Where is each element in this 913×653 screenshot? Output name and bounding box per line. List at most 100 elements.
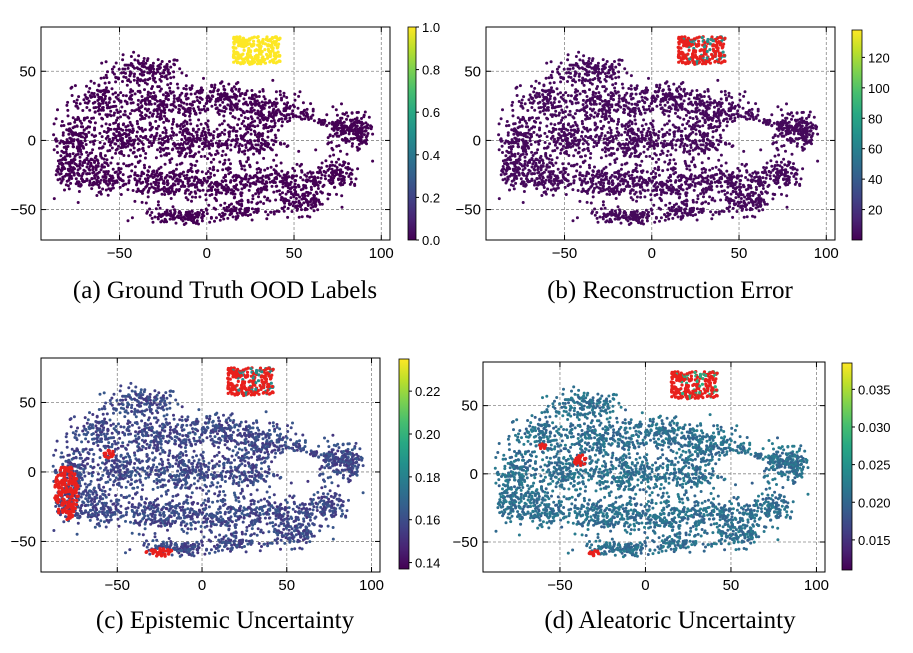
- data-point: [275, 111, 279, 115]
- data-point: [97, 146, 101, 150]
- data-point: [518, 120, 522, 124]
- data-point: [641, 105, 645, 109]
- data-point: [268, 112, 271, 116]
- data-point: [241, 136, 245, 139]
- data-point: [83, 93, 87, 97]
- data-point: [334, 108, 338, 112]
- data-point: [667, 87, 671, 91]
- data-point: [85, 84, 88, 88]
- data-point: [161, 147, 165, 151]
- data-point: [285, 181, 289, 185]
- data-point: [511, 100, 515, 104]
- data-point: [593, 165, 596, 169]
- data-point: [91, 181, 95, 185]
- data-point: [61, 133, 65, 137]
- data-point: [269, 210, 273, 214]
- data-point: [172, 217, 176, 221]
- data-point: [625, 71, 629, 75]
- data-point: [363, 110, 367, 114]
- data-point: [107, 178, 111, 181]
- data-point: [143, 128, 147, 132]
- data-point: [237, 99, 241, 103]
- data-point: [336, 121, 340, 125]
- data-point: [111, 186, 115, 190]
- data-point: [121, 67, 125, 71]
- data-point: [342, 131, 346, 135]
- data-point: [646, 147, 650, 151]
- data-point: [186, 146, 190, 150]
- data-point: [139, 106, 143, 109]
- data-point: [120, 179, 124, 182]
- data-point: [287, 113, 291, 117]
- data-point: [188, 112, 192, 115]
- data-point: [67, 187, 71, 191]
- data-point: [622, 107, 626, 111]
- data-point: [351, 118, 354, 122]
- data-point: [189, 92, 193, 96]
- data-point: [570, 139, 574, 143]
- data-point: [204, 144, 208, 147]
- data-point: [268, 199, 272, 203]
- data-point: [180, 71, 184, 75]
- data-point: [342, 178, 346, 182]
- data-point: [608, 108, 612, 112]
- data-point: [179, 213, 183, 217]
- data-point: [542, 84, 546, 88]
- data-point: [203, 141, 207, 144]
- data-point: [319, 190, 323, 194]
- data-point: [291, 166, 295, 170]
- data-point: [302, 112, 306, 116]
- data-point: [567, 162, 571, 166]
- data-point: [212, 157, 216, 161]
- data-point: [517, 100, 521, 103]
- data-point: [150, 64, 154, 68]
- data-point: [262, 202, 266, 205]
- data-point: [159, 62, 163, 66]
- data-point: [329, 140, 333, 144]
- data-point: [743, 90, 747, 94]
- data-point: [597, 91, 601, 95]
- data-point: [252, 174, 256, 178]
- data-point: [573, 136, 576, 140]
- data-point: [167, 108, 171, 112]
- data-point: [229, 162, 232, 166]
- data-point: [118, 185, 122, 189]
- data-point: [187, 215, 191, 219]
- data-point: [272, 181, 276, 184]
- data-point: [629, 92, 633, 96]
- data-point: [360, 124, 364, 127]
- data-point: [154, 126, 158, 130]
- data-point: [236, 188, 240, 192]
- data-point: [57, 167, 61, 171]
- data-point: [557, 113, 561, 117]
- data-point: [573, 112, 577, 116]
- data-point: [324, 177, 327, 181]
- data-point: [654, 90, 658, 94]
- data-point: [85, 150, 89, 154]
- data-point: [60, 158, 64, 161]
- data-point: [636, 143, 640, 147]
- data-point: [129, 148, 133, 152]
- data-point: [117, 168, 121, 172]
- data-point: [256, 116, 260, 120]
- data-point: [96, 159, 100, 163]
- data-point: [175, 163, 179, 167]
- data-point: [94, 154, 98, 158]
- data-point: [588, 107, 592, 111]
- data-point: [128, 96, 132, 100]
- data-point: [223, 201, 227, 205]
- data-point: [246, 198, 250, 202]
- data-point: [253, 139, 257, 143]
- data-point: [568, 142, 572, 146]
- data-point: [533, 86, 537, 90]
- data-point: [62, 165, 65, 169]
- data-point: [557, 100, 561, 104]
- data-point: [577, 50, 581, 54]
- data-point: [262, 156, 266, 160]
- data-point: [88, 125, 92, 129]
- data-point: [335, 192, 338, 196]
- data-point: [229, 143, 233, 147]
- data-point: [741, 106, 745, 110]
- data-point: [596, 74, 600, 78]
- data-point: [137, 83, 141, 87]
